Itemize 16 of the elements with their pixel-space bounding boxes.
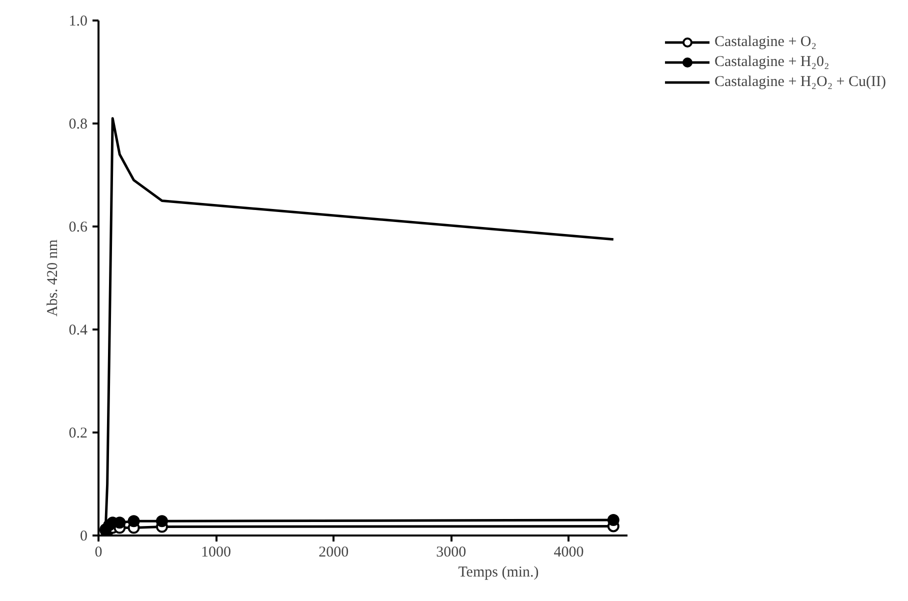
legend-label: Castalagine + O₂ (714, 34, 816, 50)
x-tick-label: 3000 (436, 544, 466, 560)
y-tick-label: 0.8 (68, 116, 88, 132)
y-tick-label: 1.0 (68, 14, 88, 30)
legend-label: Castalagine + H₂O₂ + Cu(II) (714, 74, 886, 90)
x-tick-label: 4000 (554, 544, 584, 560)
y-tick-label: 0.2 (68, 426, 88, 442)
legend-label: Castalagine + H₂0₂ (714, 54, 830, 70)
x-tick-label: 0 (94, 544, 102, 560)
x-tick-label: 1000 (201, 544, 232, 560)
y-axis-title: Abs. 420 nm (44, 239, 61, 317)
x-axis-title: Temps (min.) (458, 564, 539, 580)
y-tick-label: 0 (80, 528, 88, 544)
x-tick-label: 2000 (318, 544, 349, 560)
y-tick-label: 0.6 (68, 220, 88, 236)
y-tick-label: 0.4 (68, 322, 88, 338)
